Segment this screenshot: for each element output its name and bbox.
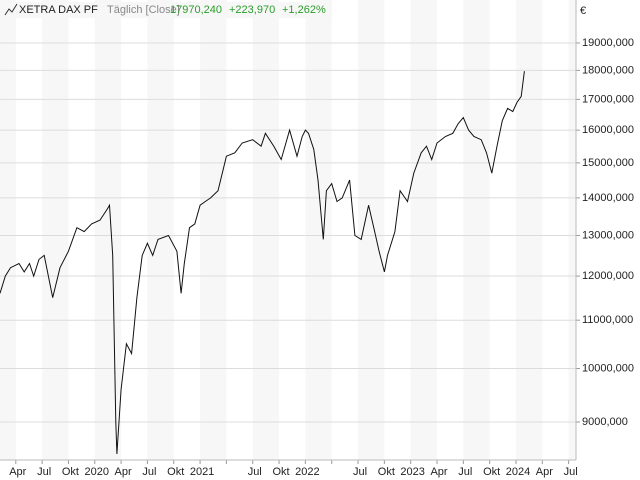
x-tick-label: Okt [483,466,500,478]
change-percent: +1,262% [282,4,326,16]
x-tick-label: Apr [9,466,26,478]
x-tick-label: Jul [248,466,262,478]
price-line [0,71,525,455]
last-value: 17970,240 [170,4,222,16]
header: XETRA DAX PF Täglich [Close] 17970,240 +… [2,2,332,18]
y-tick-label: 11000,000 [582,314,633,326]
header-background [2,2,332,18]
x-tick-label: 2024 [506,466,530,478]
x-tick-label: 2021 [190,466,214,478]
y-unit: € [580,5,586,17]
stripe [489,0,516,460]
stripe [542,0,569,460]
stripe [331,0,359,460]
subtitle: Täglich [Close] [107,4,180,16]
x-tick-label: Apr [430,466,447,478]
stripe [279,0,306,460]
y-tick-label: 10000,000 [582,362,634,374]
y-tick-label: 14000,000 [582,192,634,204]
x-tick-label: Jul [458,466,472,478]
y-tick-label: 18000,000 [582,64,634,76]
y-tick-label: 16000,000 [582,124,634,136]
x-tick-label: Okt [167,466,184,478]
stripe [121,0,148,460]
x-tick-label: Okt [62,466,79,478]
stripe [384,0,411,460]
x-tick-label: Jul [353,466,367,478]
stripe [226,0,253,460]
x-tick-label: Apr [536,466,553,478]
y-tick-label: 9000,000 [582,416,628,428]
y-tick-label: 15000,000 [582,157,634,169]
title: XETRA DAX PF [19,4,98,16]
line-icon [4,3,18,16]
x-tick-label: Jul [142,466,156,478]
x-tick-label: 2023 [400,466,424,478]
x-tick-label: Jul [564,466,578,478]
change: +223,970 [229,4,275,16]
y-tick-label: 17000,000 [582,93,634,105]
x-tick-label: Okt [378,466,395,478]
x-tick-label: Jul [37,466,51,478]
y-tick-label: 19000,000 [582,37,634,49]
y-tick-label: 12000,000 [582,270,634,282]
x-tick-label: Okt [272,466,289,478]
x-tick-label: Apr [115,466,132,478]
x-tick-label: 2022 [295,466,319,478]
x-tick-label: 2020 [85,466,109,478]
stripe [437,0,464,460]
stripe [15,0,43,460]
y-tick-label: 13000,000 [582,229,634,241]
stripe [173,0,201,460]
